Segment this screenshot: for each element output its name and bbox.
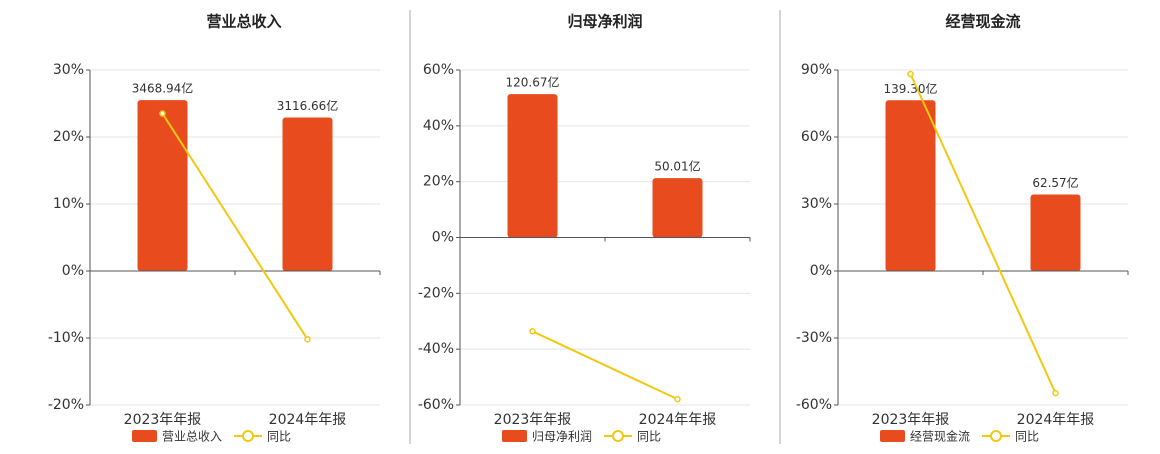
value-label: 62.57亿 (1032, 175, 1078, 190)
line (161, 113, 309, 340)
chart-title: 经营现金流 (945, 13, 1020, 31)
y-tick-label: 0% (810, 263, 832, 279)
bar (137, 100, 188, 271)
legend-label: 同比 (1015, 430, 1039, 444)
x-tick-label: 2024年年报 (1017, 412, 1095, 428)
y-tick-label: -60% (796, 397, 832, 413)
x-tick-label: 2023年年报 (494, 412, 572, 428)
line-marker (304, 336, 311, 343)
y-tick-label: -40% (418, 341, 454, 357)
y-tick-label: -20% (48, 397, 84, 413)
value-label: 139.30亿 (884, 81, 938, 96)
legend-label: 经营现金流 (910, 429, 970, 444)
legend-marker (990, 430, 1002, 442)
line-marker (674, 395, 681, 403)
value-label: 3468.94亿 (132, 81, 194, 96)
line-marker (1052, 389, 1059, 397)
line (532, 330, 678, 401)
y-tick-label: -20% (418, 285, 454, 301)
y-tick-label: 20% (53, 129, 84, 145)
y-tick-label: 30% (53, 62, 84, 78)
line (909, 73, 1057, 394)
y-tick-label: 30% (801, 196, 832, 212)
line-marker (159, 110, 166, 117)
legend-label: 同比 (637, 430, 661, 444)
bar (885, 100, 936, 272)
y-tick-label: -10% (48, 330, 84, 346)
bar (1030, 194, 1081, 272)
x-tick-label: 2023年年报 (124, 412, 202, 428)
bar (282, 117, 333, 271)
legend-label: 归母净利润 (532, 430, 592, 444)
legend-swatch (880, 430, 905, 442)
y-tick-label: -60% (418, 397, 454, 413)
y-tick-label: 60% (801, 129, 832, 145)
y-tick-label: 20% (423, 174, 454, 190)
x-tick-label: 2024年年报 (269, 412, 347, 428)
y-tick-label: 10% (53, 196, 84, 212)
y-tick-label: 0% (432, 230, 454, 246)
value-label: 120.67亿 (506, 75, 560, 90)
bar (652, 178, 703, 238)
x-tick-label: 2023年年报 (872, 412, 950, 428)
value-label: 50.01亿 (654, 159, 700, 174)
line-marker (907, 70, 914, 78)
legend-label: 营业总收入 (162, 430, 222, 444)
value-label: 3116.66亿 (277, 98, 339, 113)
legend-label: 同比 (267, 430, 291, 444)
legend-marker (612, 430, 624, 442)
line-marker (529, 328, 536, 335)
x-tick-label: 2024年年报 (639, 412, 717, 428)
chart-title: 归母净利润 (567, 13, 642, 31)
chart-title: 营业总收入 (206, 13, 281, 31)
y-tick-label: 40% (423, 118, 454, 134)
bar (507, 94, 558, 238)
y-tick-label: 60% (423, 62, 454, 78)
y-tick-label: 0% (62, 263, 84, 279)
y-tick-label: 90% (801, 62, 832, 78)
legend-swatch (502, 430, 527, 442)
legend-swatch (132, 430, 157, 442)
y-tick-label: -30% (796, 330, 832, 346)
legend-marker (242, 430, 254, 442)
